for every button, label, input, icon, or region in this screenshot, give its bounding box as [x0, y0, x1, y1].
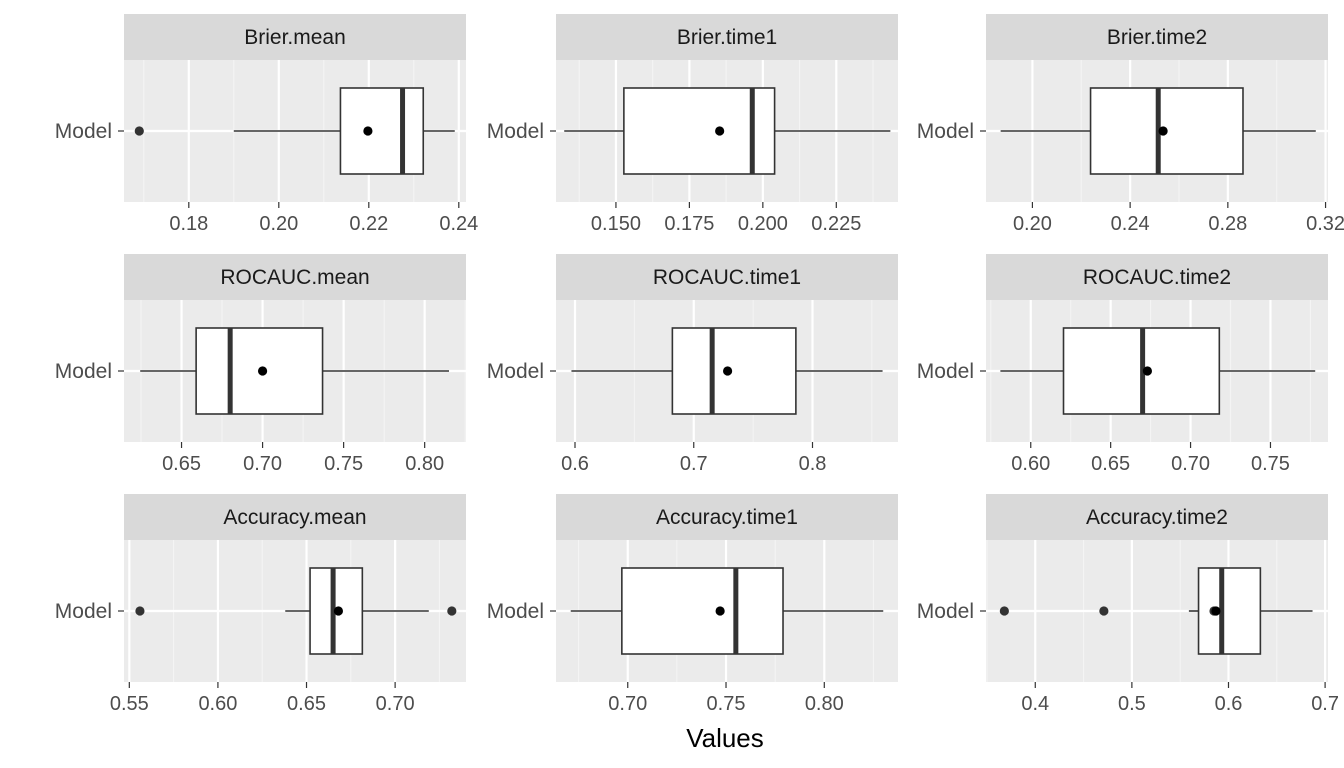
facet-title: ROCAUC.mean — [220, 266, 369, 289]
x-tick-label: 0.55 — [110, 693, 149, 715]
facet-title: Brier.time1 — [677, 26, 777, 49]
facet-title: ROCAUC.time2 — [1083, 266, 1231, 289]
x-tick-label: 0.80 — [805, 693, 844, 715]
x-tick-label: 0.80 — [405, 453, 444, 475]
x-tick-label: 0.4 — [1021, 693, 1049, 715]
facet-panel-accuracy-time2: Accuracy.time2 Model 0.4 0.5 0.6 0.7 — [917, 494, 1339, 715]
x-axis-title: Values — [686, 723, 764, 753]
mean-point — [715, 126, 725, 136]
x-tick-label: 0.24 — [439, 213, 478, 235]
x-tick-label: 0.8 — [799, 453, 827, 475]
x-tick-label: 0.70 — [1171, 453, 1210, 475]
facet-strip — [556, 254, 898, 300]
x-tick-label: 0.60 — [1011, 453, 1050, 475]
x-tick-label: 0.65 — [287, 693, 326, 715]
facet-panel-brier-time1: Brier.time1 Model 0.150 0.175 0.200 0.225 — [487, 14, 898, 235]
x-tick-label: 0.60 — [198, 693, 237, 715]
iqr-box — [195, 327, 324, 415]
mean-point — [715, 606, 725, 616]
x-tick-label: 0.70 — [376, 693, 415, 715]
x-tick-label: 0.5 — [1118, 693, 1146, 715]
x-tick-label: 0.75 — [324, 453, 363, 475]
facet-strip — [556, 14, 898, 60]
facet-panel-accuracy-mean: Accuracy.mean Model 0.55 0.60 0.65 0.70 — [55, 494, 466, 715]
y-category-label: Model — [55, 600, 112, 623]
facet-title: Accuracy.time2 — [1086, 506, 1228, 529]
x-tick-label: 0.65 — [162, 453, 201, 475]
iqr-box — [623, 87, 776, 175]
mean-point — [1142, 366, 1153, 376]
mean-point — [257, 366, 268, 376]
facet-strip — [986, 494, 1328, 540]
iqr-box — [671, 327, 797, 415]
x-tick-label: 0.7 — [1311, 693, 1339, 715]
y-category-label: Model — [917, 600, 974, 623]
facet-panel-brier-mean: Brier.mean Model 0.18 0.20 0.22 0.24 — [55, 14, 478, 235]
facet-title: Accuracy.mean — [223, 506, 366, 529]
y-category-label: Model — [487, 360, 544, 383]
outlier-point — [134, 126, 144, 136]
x-tick-label: 0.18 — [169, 213, 208, 235]
x-tick-label: 0.32 — [1306, 213, 1344, 235]
facet-strip — [124, 14, 466, 60]
facet-panel-brier-time2: Brier.time2 Model 0.20 0.24 0.28 0.32 — [917, 14, 1344, 235]
x-tick-label: 0.28 — [1208, 213, 1247, 235]
facet-strip — [124, 254, 466, 300]
y-category-label: Model — [487, 600, 544, 623]
facet-panel-accuracy-time1: Accuracy.time1 Model 0.70 0.75 0.80 — [487, 494, 898, 715]
outlier-point — [999, 606, 1009, 616]
x-tick-label: 0.225 — [811, 213, 861, 235]
facet-strip — [556, 494, 898, 540]
x-tick-label: 0.7 — [680, 453, 708, 475]
x-tick-label: 0.20 — [1013, 213, 1052, 235]
x-tick-label: 0.20 — [259, 213, 298, 235]
x-tick-label: 0.6 — [561, 453, 589, 475]
x-tick-label: 0.6 — [1215, 693, 1243, 715]
x-tick-label: 0.24 — [1111, 213, 1150, 235]
facet-title: Brier.time2 — [1107, 26, 1207, 49]
facet-panel-rocauc-mean: ROCAUC.mean Model 0.65 0.70 0.75 0.80 — [55, 254, 466, 475]
x-tick-label: 0.70 — [608, 693, 647, 715]
facet-title: Brier.mean — [244, 26, 346, 49]
facet-strip — [986, 14, 1328, 60]
facet-title: ROCAUC.time1 — [653, 266, 801, 289]
iqr-box — [1197, 567, 1262, 655]
x-tick-label: 0.150 — [591, 213, 641, 235]
x-tick-label: 0.200 — [738, 213, 788, 235]
facet-title: Accuracy.time1 — [656, 506, 798, 529]
x-tick-label: 0.65 — [1091, 453, 1130, 475]
x-tick-label: 0.75 — [707, 693, 746, 715]
x-tick-label: 0.70 — [243, 453, 282, 475]
facet-strip — [986, 254, 1328, 300]
mean-point — [722, 366, 733, 376]
iqr-box — [339, 87, 425, 175]
y-category-label: Model — [55, 120, 112, 143]
facet-strip — [124, 494, 466, 540]
mean-point — [363, 126, 373, 136]
y-category-label: Model — [487, 120, 544, 143]
iqr-box — [621, 567, 784, 655]
mean-point — [333, 606, 344, 616]
mean-point — [1211, 606, 1221, 616]
outlier-point — [135, 606, 145, 616]
outlier-point — [1099, 606, 1109, 616]
y-category-label: Model — [917, 360, 974, 383]
facet-panel-rocauc-time1: ROCAUC.time1 Model 0.6 0.7 0.8 — [487, 254, 898, 475]
y-category-label: Model — [917, 120, 974, 143]
x-tick-label: 0.175 — [664, 213, 714, 235]
y-category-label: Model — [55, 360, 112, 383]
mean-point — [1158, 126, 1168, 136]
x-tick-label: 0.75 — [1251, 453, 1290, 475]
outlier-point — [447, 606, 457, 616]
x-tick-label: 0.22 — [349, 213, 388, 235]
facet-panel-rocauc-time2: ROCAUC.time2 Model 0.60 0.65 0.70 0.75 — [917, 254, 1328, 475]
